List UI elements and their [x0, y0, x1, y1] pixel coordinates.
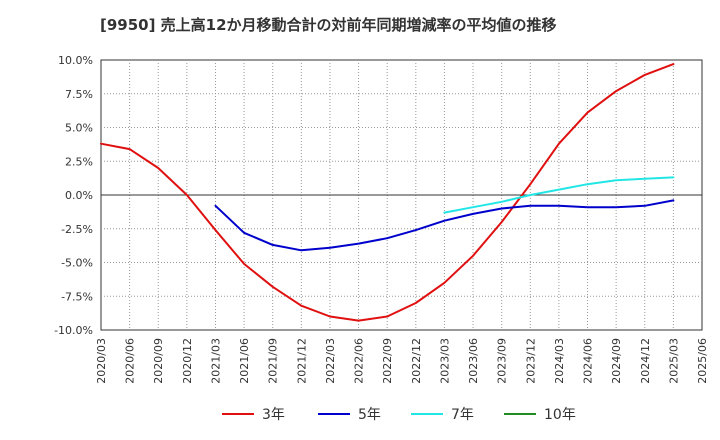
legend-label-4: 10年: [544, 407, 576, 423]
x-tick-label: 2025/06: [696, 338, 709, 384]
y-tick-label: -7.5%: [61, 290, 93, 303]
y-tick-label: 2.5%: [65, 155, 93, 168]
x-tick-label: 2022/09: [381, 338, 394, 384]
x-tick-label: 2021/03: [209, 338, 222, 384]
x-tick-label: 2021/06: [238, 338, 251, 384]
series-line-1: [100, 63, 675, 322]
x-tick-label: 2021/09: [267, 338, 280, 384]
x-tick-label: 2022/03: [324, 338, 337, 384]
legend-label-1: 3年: [262, 407, 285, 423]
x-tick-label: 2025/03: [667, 338, 680, 384]
x-tick-label: 2024/09: [610, 338, 623, 384]
y-tick-label: 10.0%: [58, 54, 93, 67]
y-tick-label: -2.5%: [61, 223, 93, 236]
chart-title: [9950] 売上高12か月移動合計の対前年同期増減率の平均値の推移: [100, 16, 557, 34]
x-tick-label: 2023/12: [524, 338, 537, 384]
y-tick-label: -10.0%: [54, 324, 93, 337]
x-tick-label: 2020/12: [181, 338, 194, 384]
x-tick-label: 2020/03: [95, 338, 108, 384]
y-tick-label: 7.5%: [65, 88, 93, 101]
series-line-2: [214, 199, 675, 252]
y-tick-label: 0.0%: [65, 189, 93, 202]
x-tick-label: 2023/09: [496, 338, 509, 384]
x-tick-label: 2022/12: [410, 338, 423, 384]
legend-label-2: 5年: [358, 407, 381, 423]
legend-label-3: 7年: [451, 407, 474, 423]
x-tick-label: 2021/12: [295, 338, 308, 384]
x-tick-label: 2024/06: [582, 338, 595, 384]
y-tick-label: -5.0%: [61, 257, 93, 270]
x-tick-label: 2023/03: [438, 338, 451, 384]
x-tick-label: 2020/09: [152, 338, 165, 384]
y-tick-label: 5.0%: [65, 122, 93, 135]
x-tick-label: 2020/06: [124, 338, 137, 384]
x-tick-label: 2023/06: [467, 338, 480, 384]
x-tick-label: 2024/12: [639, 338, 652, 384]
x-tick-label: 2024/03: [553, 338, 566, 384]
series-line-3: [443, 176, 675, 214]
x-tick-label: 2022/06: [353, 338, 366, 384]
